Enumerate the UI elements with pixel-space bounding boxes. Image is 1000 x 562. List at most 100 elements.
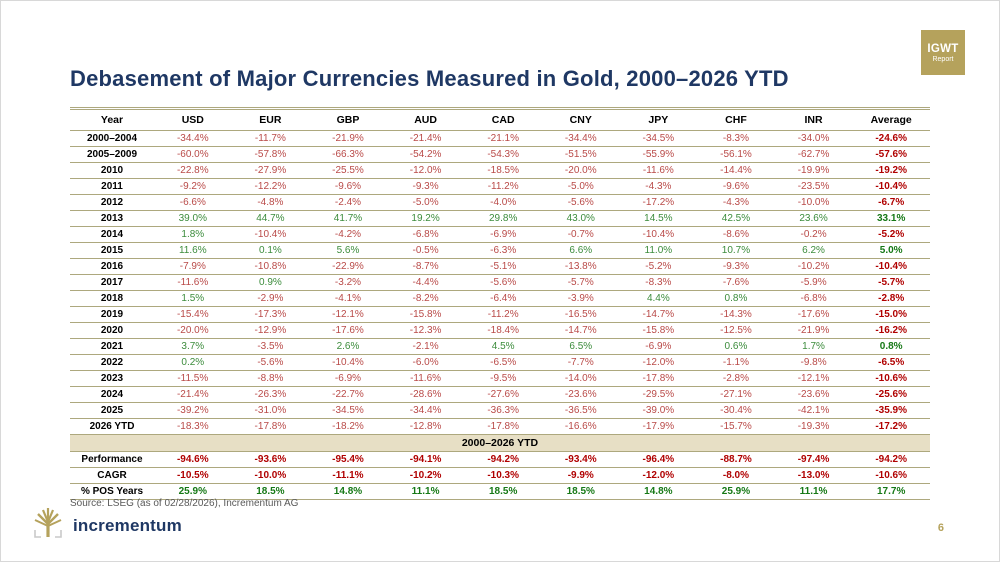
value-cell: -9.8% xyxy=(774,354,853,371)
value-cell: -12.9% xyxy=(231,322,310,339)
row-label: CAGR xyxy=(70,467,154,484)
value-cell: -17.9% xyxy=(619,418,698,435)
value-cell: -10.2% xyxy=(774,258,853,275)
column-header: Average xyxy=(852,108,930,131)
value-cell: 29.8% xyxy=(464,210,542,227)
value-cell: -14.3% xyxy=(697,306,775,323)
value-cell: -39.0% xyxy=(619,402,698,419)
value-cell: -10.8% xyxy=(231,258,310,275)
value-cell: -21.1% xyxy=(464,130,542,147)
value-cell: -2.1% xyxy=(386,338,465,355)
value-cell: -6.5% xyxy=(852,354,930,371)
value-cell: 1.5% xyxy=(154,290,232,307)
value-cell: -66.3% xyxy=(309,146,387,163)
value-cell: -16.6% xyxy=(541,418,620,435)
value-cell: 1.7% xyxy=(774,338,853,355)
table-row: 2023 -11.5% -8.8% -6.9% -11.6% -9.5% -14.0% -17… xyxy=(70,370,930,387)
value-cell: -10.4% xyxy=(231,226,310,243)
table-row: 2020 -20.0% -12.9% -17.6% -12.3% -18.4% -14.7%… xyxy=(70,322,930,339)
value-cell: 14.5% xyxy=(619,210,698,227)
value-cell: -6.8% xyxy=(774,290,853,307)
value-cell: 14.8% xyxy=(619,483,698,500)
value-cell: -24.6% xyxy=(852,130,930,147)
value-cell: -5.6% xyxy=(541,194,620,211)
value-cell: -23.6% xyxy=(541,386,620,403)
row-label: % POS Years xyxy=(70,483,154,500)
value-cell: -34.5% xyxy=(309,402,387,419)
table-row: 2024 -21.4% -26.3% -22.7% -28.6% -27.6% -23.6%… xyxy=(70,386,930,403)
value-cell: 41.7% xyxy=(309,210,387,227)
summary-row: % POS Years 25.9% 18.5% 14.8% 11.1% 18.5% 18.5… xyxy=(70,483,930,500)
value-cell: -97.4% xyxy=(774,451,853,468)
value-cell: -8.6% xyxy=(697,226,775,243)
column-header: JPY xyxy=(619,108,698,131)
value-cell: -7.6% xyxy=(697,274,775,291)
value-cell: -2.9% xyxy=(231,290,310,307)
table-row: 2022 0.2% -5.6% -10.4% -6.0% -6.5% -7.7% -12.0%… xyxy=(70,354,930,371)
value-cell: -6.7% xyxy=(852,194,930,211)
value-cell: -28.6% xyxy=(386,386,465,403)
value-cell: -60.0% xyxy=(154,146,232,163)
value-cell: -17.8% xyxy=(464,418,542,435)
column-header: AUD xyxy=(386,108,465,131)
value-cell: -4.3% xyxy=(697,194,775,211)
value-cell: -0.7% xyxy=(541,226,620,243)
value-cell: -2.4% xyxy=(309,194,387,211)
tree-icon xyxy=(32,506,64,545)
value-cell: 2.6% xyxy=(309,338,387,355)
value-cell: -18.3% xyxy=(154,418,232,435)
source-note: Source: LSEG (as of 02/28/2026), Increme… xyxy=(70,498,299,509)
value-cell: -3.5% xyxy=(231,338,310,355)
value-cell: -22.9% xyxy=(309,258,387,275)
value-cell: -21.4% xyxy=(386,130,465,147)
value-cell: -7.9% xyxy=(154,258,232,275)
table-body: 2000–2004 -34.4% -11.7% -21.9% -21.4% -21.1% -… xyxy=(70,130,930,500)
value-cell: -57.6% xyxy=(852,146,930,163)
value-cell: -8.3% xyxy=(619,274,698,291)
value-cell: -8.2% xyxy=(386,290,465,307)
value-cell: -18.4% xyxy=(464,322,542,339)
value-cell: -17.6% xyxy=(774,306,853,323)
value-cell: 0.6% xyxy=(697,338,775,355)
value-cell: -11.6% xyxy=(386,370,465,387)
value-cell: -5.0% xyxy=(386,194,465,211)
value-cell: -19.3% xyxy=(774,418,853,435)
value-cell: 4.4% xyxy=(619,290,698,307)
value-cell: 3.7% xyxy=(154,338,232,355)
table-row: 2025 -39.2% -31.0% -34.5% -34.4% -36.3% -36.5%… xyxy=(70,402,930,419)
value-cell: -7.7% xyxy=(541,354,620,371)
value-cell: -5.2% xyxy=(852,226,930,243)
value-cell: -42.1% xyxy=(774,402,853,419)
value-cell: -12.5% xyxy=(697,322,775,339)
value-cell: -57.8% xyxy=(231,146,310,163)
value-cell: -10.6% xyxy=(852,467,930,484)
value-cell: -5.0% xyxy=(541,178,620,195)
value-cell: -6.8% xyxy=(386,226,465,243)
value-cell: -10.4% xyxy=(619,226,698,243)
value-cell: -26.3% xyxy=(231,386,310,403)
row-label: 2013 xyxy=(70,210,154,227)
column-header: INR xyxy=(774,108,853,131)
value-cell: -12.1% xyxy=(309,306,387,323)
value-cell: -9.2% xyxy=(154,178,232,195)
value-cell: -23.5% xyxy=(774,178,853,195)
value-cell: -3.9% xyxy=(541,290,620,307)
value-cell: -17.3% xyxy=(231,306,310,323)
table-row: 2012 -6.6% -4.8% -2.4% -5.0% -4.0% -5.6% -17.2%… xyxy=(70,194,930,211)
value-cell: -9.6% xyxy=(697,178,775,195)
value-cell: -27.9% xyxy=(231,162,310,179)
column-header: USD xyxy=(154,108,232,131)
value-cell: 25.9% xyxy=(154,483,232,500)
row-label: 2026 YTD xyxy=(70,418,154,435)
page-title: Debasement of Major Currencies Measured … xyxy=(70,66,789,91)
row-label: 2016 xyxy=(70,258,154,275)
value-cell: -94.6% xyxy=(154,451,232,468)
value-cell: -14.4% xyxy=(697,162,775,179)
value-cell: -9.3% xyxy=(697,258,775,275)
value-cell: -15.4% xyxy=(154,306,232,323)
value-cell: -10.0% xyxy=(774,194,853,211)
row-label: 2000–2004 xyxy=(70,130,154,147)
value-cell: -93.4% xyxy=(541,451,620,468)
value-cell: -10.4% xyxy=(309,354,387,371)
value-cell: -8.3% xyxy=(697,130,775,147)
